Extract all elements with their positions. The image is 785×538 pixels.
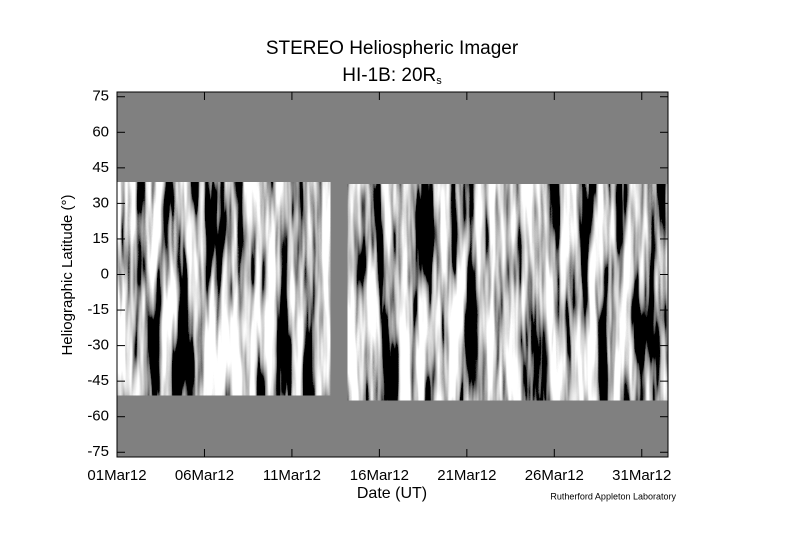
y-tick-label: -60 <box>87 408 109 425</box>
chart-subtitle: HI-1B: 20Rs <box>342 65 442 87</box>
y-tick-label: 45 <box>92 159 109 176</box>
x-tick-label: 31Mar12 <box>612 467 671 484</box>
credit: Rutherford Appleton Laboratory <box>550 491 676 501</box>
x-tick-label: 01Mar12 <box>87 467 146 484</box>
data-segment <box>117 182 331 396</box>
y-tick-label: -75 <box>87 443 109 460</box>
x-tick-label: 06Mar12 <box>175 467 234 484</box>
y-tick-label: -45 <box>87 372 109 389</box>
subtitle-text: HI-1B: 20R <box>342 65 436 86</box>
y-tick-label: 30 <box>92 194 109 211</box>
y-tick-label: 60 <box>92 123 109 140</box>
y-axis-label: Heliographic Latitude (°) <box>59 194 76 355</box>
x-tick-label: 11Mar12 <box>263 467 321 484</box>
y-tick-label: 0 <box>101 265 109 282</box>
x-axis-label: Date (UT) <box>357 485 427 502</box>
chart-title: STEREO Heliospheric Imager <box>266 38 519 59</box>
x-tick-label: 26Mar12 <box>525 467 584 484</box>
y-tick-label: 15 <box>92 230 109 247</box>
y-tick-label: -30 <box>87 337 109 354</box>
y-tick-label: -15 <box>87 301 109 318</box>
x-tick-label: 21Mar12 <box>437 467 496 484</box>
data-segment <box>347 184 668 401</box>
x-tick-label: 16Mar12 <box>350 467 409 484</box>
y-tick-label: 75 <box>92 88 109 105</box>
subtitle-subscript: s <box>436 75 442 87</box>
